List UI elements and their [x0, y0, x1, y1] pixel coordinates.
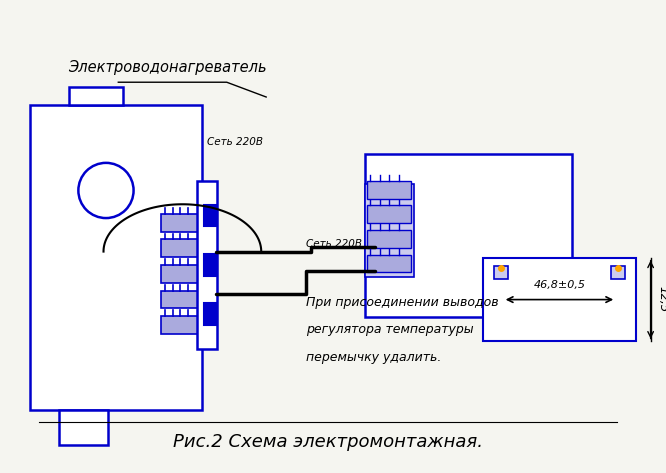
Circle shape [79, 163, 134, 218]
Bar [204, 254, 216, 276]
Text: Сеть 220B: Сеть 220B [207, 137, 263, 147]
Bar [365, 154, 572, 317]
Bar [59, 411, 109, 445]
Bar [204, 303, 216, 325]
Bar [367, 181, 411, 199]
Bar [161, 239, 198, 257]
Bar [367, 230, 411, 248]
Bar [29, 105, 202, 411]
Bar [204, 205, 216, 227]
Text: При присоединении выводов: При присоединении выводов [306, 296, 498, 308]
Bar [161, 316, 198, 334]
Text: 46,8±0,5: 46,8±0,5 [533, 280, 585, 290]
Text: 12,5: 12,5 [656, 287, 666, 313]
Bar [367, 255, 411, 272]
Bar [161, 214, 198, 232]
Text: Электроводонагреватель: Электроводонагреватель [69, 61, 267, 75]
Text: регулятора температуры: регулятора температуры [306, 323, 474, 336]
Text: перемычку удалить.: перемычку удалить. [306, 351, 441, 364]
Bar [161, 291, 198, 308]
Bar [367, 205, 411, 223]
Bar [483, 258, 636, 342]
Bar [365, 184, 414, 277]
Bar [197, 181, 217, 350]
Bar [69, 87, 123, 105]
Text: Сеть 220B: Сеть 220B [306, 239, 362, 249]
Bar [611, 265, 625, 280]
Bar [494, 265, 507, 280]
Bar [161, 265, 198, 283]
Text: Рис.2 Схема электромонтажная.: Рис.2 Схема электромонтажная. [173, 433, 484, 451]
